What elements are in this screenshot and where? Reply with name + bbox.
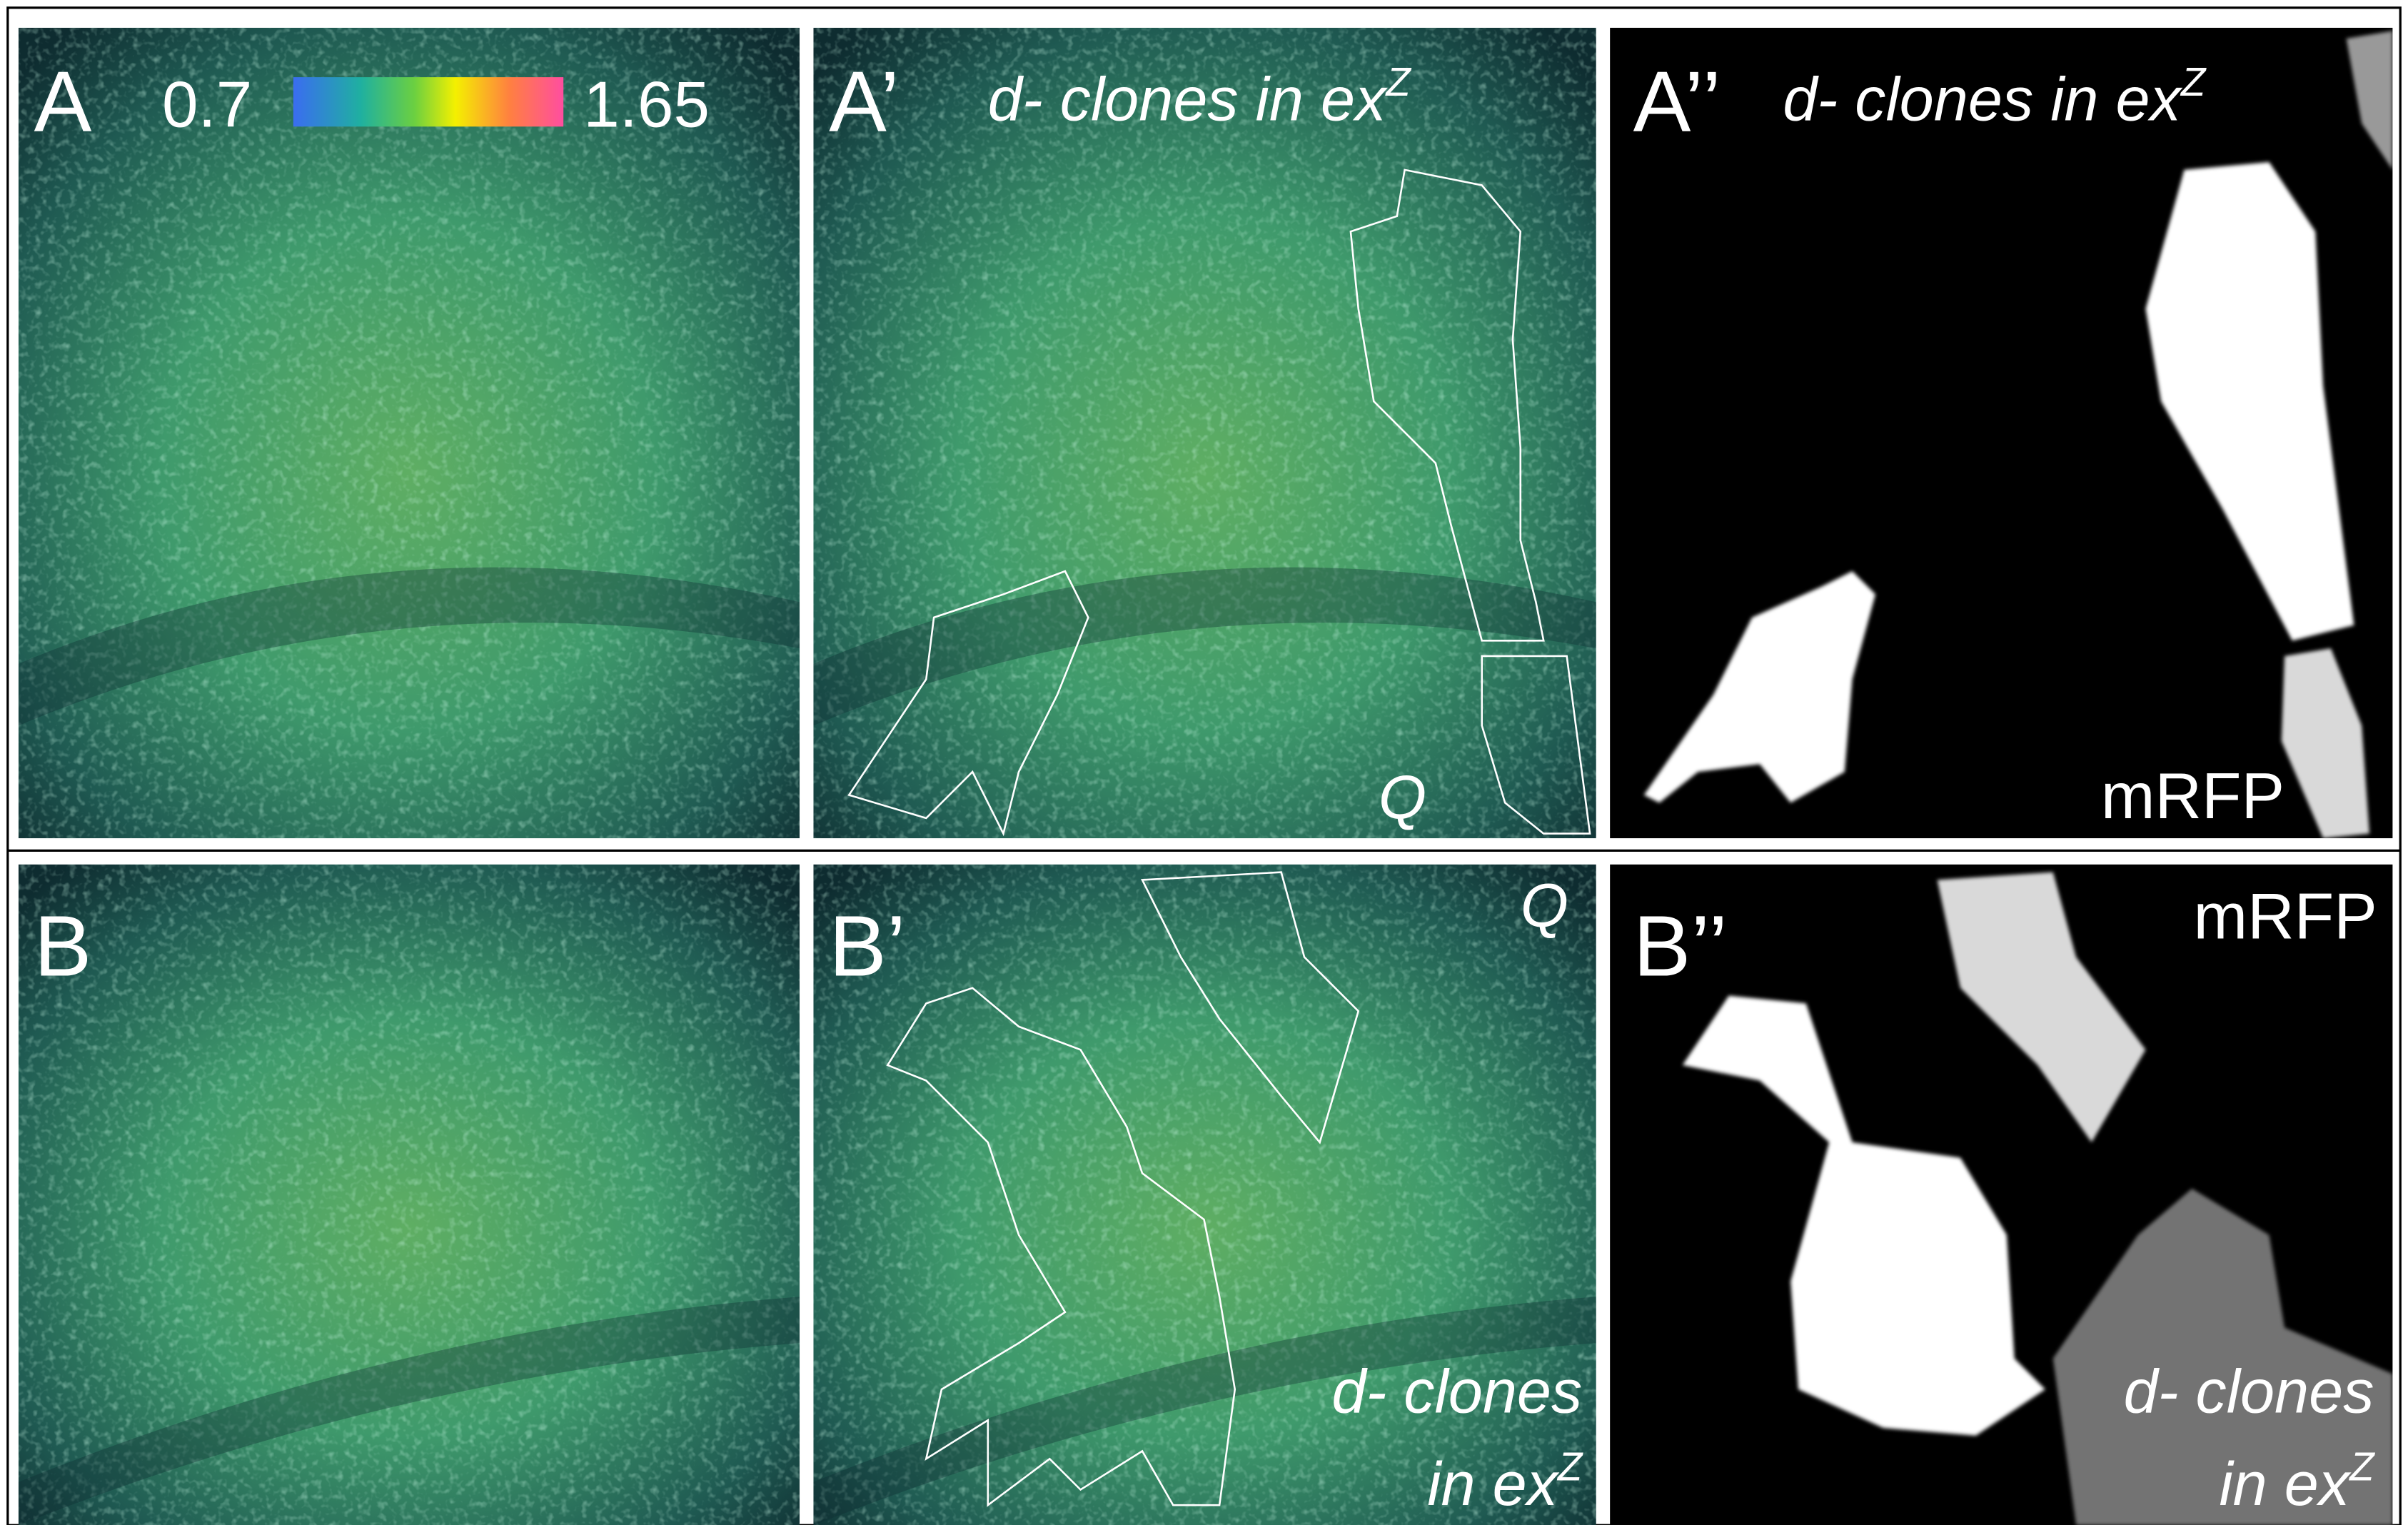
panel-a-prime [813, 28, 1596, 838]
colorbar [293, 77, 563, 126]
caption-sup: Z [2180, 59, 2207, 104]
caption: d- clones [1331, 1357, 1582, 1426]
caption: d- clones [2124, 1357, 2374, 1426]
caption-sup: Z [1556, 1444, 1583, 1489]
caption-text: in ex [1427, 1450, 1559, 1519]
panel-label: B’ [829, 897, 906, 995]
panel-a [19, 28, 800, 838]
caption: d- clones in exZ [988, 59, 1412, 134]
panel-label: A [34, 53, 92, 150]
colorbar-min: 0.7 [162, 69, 252, 141]
panel-label: A’ [829, 53, 900, 150]
panel-a-double-prime [1610, 28, 2392, 838]
caption-text: d- clones in ex [988, 66, 1388, 134]
panel-b [19, 865, 800, 1525]
colorbar-max: 1.65 [583, 69, 710, 141]
caption-sup: Z [2348, 1444, 2375, 1489]
caption-sup: Z [1384, 59, 1411, 104]
caption-text: in ex [2219, 1450, 2351, 1519]
marker: Q [1379, 763, 1426, 832]
marker: mRFP [2194, 881, 2377, 953]
caption: d- clones in exZ [1783, 59, 2207, 134]
marker: Q [1521, 871, 1568, 940]
panel-label: B’’ [1633, 897, 1728, 995]
figure: 0.7 1.65 A A’ A’’ B B’ B’’ d- clones in … [0, 0, 2408, 1525]
caption-text: d- clones in ex [1783, 66, 2182, 134]
panel-label: B [34, 897, 92, 995]
marker: mRFP [2101, 760, 2284, 832]
panel-label: A’’ [1633, 53, 1721, 150]
